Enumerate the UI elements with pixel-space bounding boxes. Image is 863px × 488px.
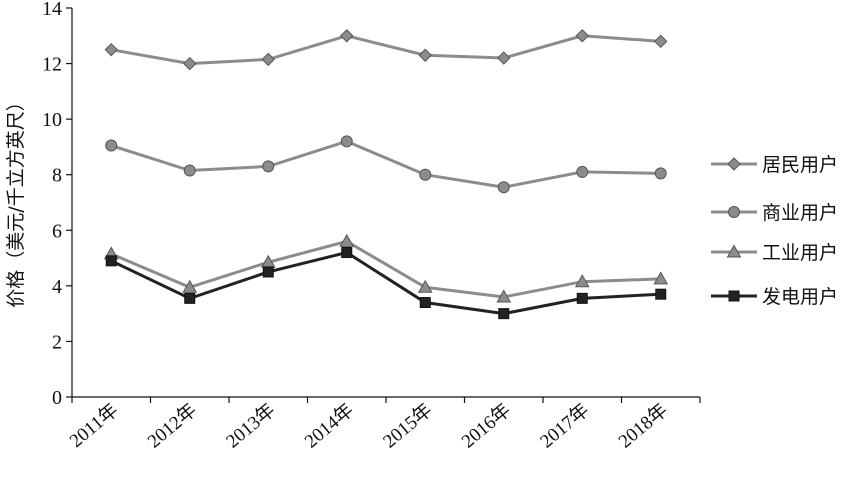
data-point-square bbox=[341, 247, 353, 259]
data-point-diamond bbox=[575, 29, 589, 43]
data-point-diamond bbox=[654, 34, 668, 49]
data-point-circle bbox=[262, 160, 275, 173]
x-tick-label: 2011年 bbox=[65, 399, 122, 452]
series-3 bbox=[103, 233, 669, 303]
y-tick-label: 0 bbox=[52, 387, 62, 409]
data-point-square bbox=[262, 266, 274, 278]
series-line bbox=[110, 239, 661, 299]
data-point-square bbox=[728, 290, 740, 302]
data-point-circle bbox=[105, 139, 118, 152]
legend-item: 居民用户 bbox=[711, 154, 838, 176]
series-1 bbox=[104, 29, 668, 71]
series-2 bbox=[105, 135, 667, 194]
data-point-circle bbox=[497, 181, 510, 194]
data-point-triangle bbox=[339, 233, 355, 247]
x-tick-label: 2014年 bbox=[300, 399, 358, 453]
data-point-diamond bbox=[497, 51, 511, 65]
y-tick-label: 8 bbox=[52, 165, 62, 187]
y-tick-label: 10 bbox=[42, 109, 62, 131]
data-point-diamond bbox=[104, 42, 118, 57]
x-tick-label: 2012年 bbox=[143, 399, 201, 453]
legend-label: 商业用户 bbox=[762, 202, 838, 224]
series-4 bbox=[105, 247, 667, 320]
data-point-square bbox=[105, 255, 117, 267]
x-tick-label: 2016年 bbox=[457, 399, 515, 453]
data-point-triangle bbox=[417, 279, 433, 293]
series-layer bbox=[103, 29, 669, 320]
series-line bbox=[110, 139, 661, 189]
legend-label: 工业用户 bbox=[762, 242, 838, 264]
data-point-circle bbox=[183, 164, 196, 177]
legend-item: 商业用户 bbox=[711, 202, 838, 224]
data-point-diamond bbox=[183, 56, 197, 71]
legend-item: 发电用户 bbox=[711, 286, 838, 308]
data-point-square bbox=[655, 288, 667, 300]
x-axis: 2011年 2012年 2013年 2014年 2015年 2016年 2017年 2018年 bbox=[65, 396, 701, 453]
legend-label: 发电用户 bbox=[762, 286, 838, 308]
data-point-triangle bbox=[574, 274, 590, 288]
y-axis: 0 2 4 6 8 10 12 14 bbox=[42, 0, 73, 409]
data-point-diamond bbox=[340, 29, 354, 43]
y-tick-label: 12 bbox=[42, 54, 62, 76]
data-point-square bbox=[419, 297, 431, 309]
data-point-circle bbox=[340, 135, 353, 148]
data-point-triangle bbox=[496, 289, 512, 303]
legend-item: 工业用户 bbox=[711, 242, 838, 264]
y-tick-label: 2 bbox=[52, 331, 62, 353]
data-point-triangle bbox=[726, 244, 742, 258]
series-line bbox=[110, 250, 661, 316]
y-tick-label: 6 bbox=[52, 220, 62, 242]
x-tick-label: 2015年 bbox=[379, 399, 437, 453]
data-point-square bbox=[184, 292, 196, 304]
x-tick-label: 2017年 bbox=[536, 399, 594, 453]
x-tick-label: 2013年 bbox=[222, 399, 280, 453]
data-point-square bbox=[498, 308, 510, 320]
data-point-circle bbox=[419, 168, 432, 181]
data-point-diamond bbox=[261, 52, 275, 67]
data-point-circle bbox=[728, 206, 740, 218]
series-line bbox=[110, 34, 661, 66]
data-point-circle bbox=[576, 165, 589, 178]
data-point-diamond bbox=[727, 157, 741, 171]
x-tick-label: 2018年 bbox=[614, 399, 672, 453]
y-tick-label: 4 bbox=[52, 276, 62, 298]
data-point-triangle bbox=[182, 279, 198, 293]
y-axis-title: 价格（美元/千立方英尺） bbox=[5, 92, 27, 307]
data-point-square bbox=[576, 292, 588, 304]
legend-label: 居民用户 bbox=[762, 154, 838, 176]
data-point-diamond bbox=[418, 48, 432, 62]
data-point-triangle bbox=[653, 271, 669, 285]
data-point-circle bbox=[654, 167, 667, 180]
y-tick-label: 14 bbox=[42, 0, 62, 20]
